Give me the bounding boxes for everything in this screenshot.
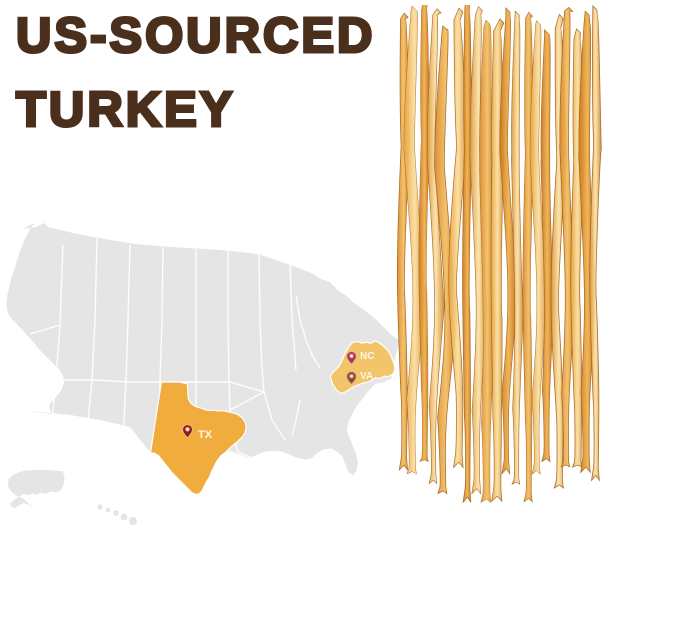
svg-text:TX: TX (198, 429, 213, 441)
svg-text:NC: NC (360, 351, 374, 362)
svg-text:VA: VA (360, 371, 373, 382)
